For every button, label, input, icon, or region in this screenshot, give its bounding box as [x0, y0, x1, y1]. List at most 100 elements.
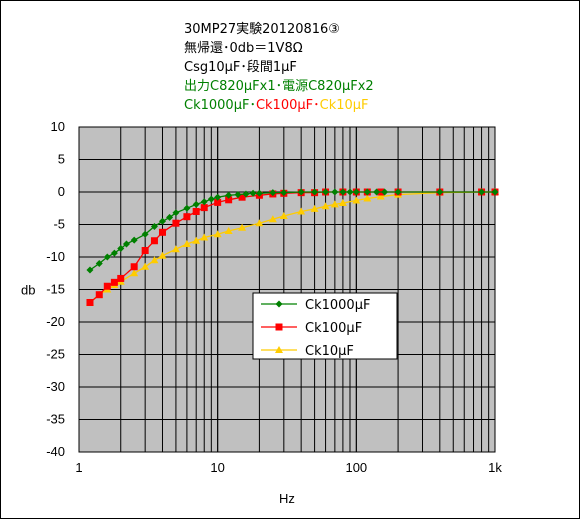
data-point: [214, 193, 222, 201]
data-point: [171, 245, 180, 253]
data-point: [234, 191, 242, 199]
data-point: [213, 230, 222, 238]
data-point: [352, 188, 360, 196]
data-point: [192, 200, 200, 208]
data-point: [192, 236, 201, 244]
data-point: [255, 219, 264, 227]
chart-title-segment: Ck1000μF･: [184, 98, 256, 113]
data-point: [269, 189, 277, 197]
y-tick-label: 0: [58, 184, 65, 199]
chart-title-segment: 30MP27実験20120816③: [184, 21, 340, 37]
data-point: [478, 188, 486, 196]
data-point: [182, 240, 191, 247]
data-point: [321, 202, 330, 210]
data-point: [310, 204, 319, 212]
data-point: [86, 299, 94, 306]
plot-border: [78, 126, 496, 453]
series-0: [86, 188, 499, 274]
data-point: [214, 198, 222, 206]
chart-title-segment: Csg10μF･段間1μF: [184, 60, 297, 75]
data-point: [297, 188, 305, 196]
x-tick-label: 1k: [488, 460, 502, 475]
data-point: [150, 222, 158, 230]
data-point: [225, 196, 233, 204]
data-point: [172, 209, 180, 217]
y-tick-label: -40: [46, 444, 65, 459]
data-point: [117, 245, 125, 253]
chart-title-segment: Ck100μF･: [256, 98, 320, 113]
data-point: [346, 188, 354, 196]
data-point: [224, 227, 233, 234]
data-point: [297, 207, 306, 215]
y-tick-label: -10: [46, 249, 65, 264]
data-point: [158, 217, 166, 225]
chart-title-line: 出力C820μFx1･電源C820μFx2: [184, 79, 374, 94]
data-point: [376, 192, 385, 200]
y-tick-label: 5: [58, 152, 65, 167]
data-point: [268, 215, 277, 223]
data-point: [200, 233, 209, 241]
legend-label: Ck100μF: [305, 321, 362, 336]
data-point: [363, 194, 372, 202]
legend-item: Ck1000μF: [261, 298, 370, 313]
data-point: [141, 230, 149, 238]
y-tick-label: -5: [53, 217, 65, 232]
y-tick-label: -30: [46, 379, 65, 394]
data-point: [122, 240, 130, 248]
data-point: [183, 213, 191, 221]
data-point: [225, 191, 233, 199]
data-point: [103, 282, 111, 290]
legend-label: Ck1000μF: [305, 298, 370, 313]
y-tick-label: -25: [46, 347, 65, 362]
data-point: [436, 188, 444, 196]
data-point: [491, 188, 499, 196]
chart-title-line: 30MP27実験20120816③: [184, 21, 340, 37]
data-point: [130, 269, 139, 277]
data-point: [200, 204, 208, 212]
data-point: [158, 228, 166, 236]
data-point: [311, 188, 319, 196]
data-point: [86, 266, 94, 274]
data-point: [373, 188, 381, 196]
data-point: [95, 260, 103, 267]
y-axis-label: db: [21, 283, 35, 298]
data-point: [249, 189, 257, 197]
chart-title-segment: 出力C820μFx1･電源C820μFx2: [184, 79, 374, 94]
data-point: [150, 237, 158, 245]
data-point: [130, 263, 138, 271]
y-tick-label: 10: [51, 119, 65, 134]
chart-title-segment: 無帰還･0db＝1V8Ω: [184, 40, 303, 56]
x-axis-label: Hz: [279, 491, 295, 506]
x-tick-label: 1: [75, 460, 82, 475]
legend: Ck1000μF Ck100μF Ck10μF: [252, 292, 398, 360]
data-point: [117, 274, 125, 282]
data-point: [381, 188, 389, 196]
chart-title-line: Csg10μF･段間1μF: [184, 60, 297, 75]
chart-title-line: 無帰還･0db＝1V8Ω: [184, 40, 303, 56]
data-point: [172, 219, 180, 227]
data-point: [207, 195, 215, 203]
data-point: [352, 196, 361, 204]
data-point: [238, 193, 246, 201]
data-point: [238, 223, 247, 231]
data-point: [280, 189, 288, 197]
data-point: [331, 188, 339, 196]
data-point: [192, 208, 200, 215]
x-tick-label: 100: [345, 460, 367, 475]
data-point: [394, 188, 402, 196]
data-point: [279, 212, 288, 220]
data-point: [255, 189, 263, 197]
data-point: [330, 200, 339, 208]
data-point: [158, 251, 167, 259]
y-tick-label: -35: [46, 412, 65, 427]
data-point: [322, 188, 330, 196]
legend-marker: [275, 346, 283, 353]
chart-title-line: Ck1000μF･Ck100μF･Ck10μF: [184, 98, 369, 113]
data-point: [166, 213, 174, 221]
data-point: [110, 278, 118, 286]
legend-label: Ck10μF: [305, 344, 354, 359]
legend-marker: [275, 300, 283, 308]
data-point: [110, 249, 118, 257]
